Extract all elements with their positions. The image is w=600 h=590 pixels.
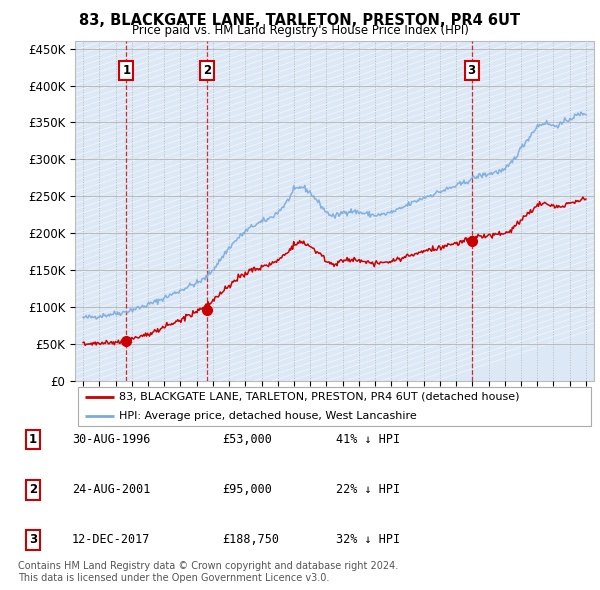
Text: 32% ↓ HPI: 32% ↓ HPI [336, 533, 400, 546]
Text: 22% ↓ HPI: 22% ↓ HPI [336, 483, 400, 496]
Text: Price paid vs. HM Land Registry's House Price Index (HPI): Price paid vs. HM Land Registry's House … [131, 24, 469, 37]
Text: 30-AUG-1996: 30-AUG-1996 [72, 433, 151, 446]
FancyBboxPatch shape [77, 388, 592, 425]
Text: £95,000: £95,000 [222, 483, 272, 496]
Text: 1: 1 [29, 433, 37, 446]
Text: 83, BLACKGATE LANE, TARLETON, PRESTON, PR4 6UT (detached house): 83, BLACKGATE LANE, TARLETON, PRESTON, P… [119, 392, 520, 402]
Text: 2: 2 [203, 64, 211, 77]
Text: Contains HM Land Registry data © Crown copyright and database right 2024.
This d: Contains HM Land Registry data © Crown c… [18, 561, 398, 583]
Text: 1: 1 [122, 64, 130, 77]
Text: £53,000: £53,000 [222, 433, 272, 446]
Text: 2: 2 [29, 483, 37, 496]
Text: 3: 3 [467, 64, 476, 77]
Text: £188,750: £188,750 [222, 533, 279, 546]
Text: 3: 3 [29, 533, 37, 546]
Text: HPI: Average price, detached house, West Lancashire: HPI: Average price, detached house, West… [119, 411, 417, 421]
Text: 83, BLACKGATE LANE, TARLETON, PRESTON, PR4 6UT: 83, BLACKGATE LANE, TARLETON, PRESTON, P… [79, 13, 521, 28]
Text: 41% ↓ HPI: 41% ↓ HPI [336, 433, 400, 446]
Text: 24-AUG-2001: 24-AUG-2001 [72, 483, 151, 496]
Text: 12-DEC-2017: 12-DEC-2017 [72, 533, 151, 546]
